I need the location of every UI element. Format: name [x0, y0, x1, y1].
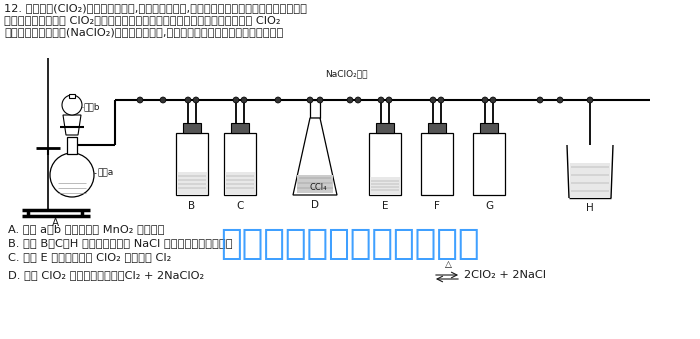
Circle shape — [438, 97, 444, 103]
Text: A. 试剂 a、b 可分别选择 MnO₂ 和浓盐酸: A. 试剂 a、b 可分别选择 MnO₂ 和浓盐酸 — [8, 224, 164, 234]
Bar — [224, 133, 256, 195]
Polygon shape — [293, 118, 337, 195]
Text: C: C — [237, 201, 244, 211]
Text: 试剂b: 试剂b — [84, 102, 101, 112]
Circle shape — [193, 97, 199, 103]
Text: H: H — [586, 203, 594, 213]
Circle shape — [185, 97, 191, 103]
Text: C. 装置 E 的作用为吸收 ClO₂ 气体中的 Cl₂: C. 装置 E 的作用为吸收 ClO₂ 气体中的 Cl₂ — [8, 252, 171, 262]
Bar — [231, 123, 249, 133]
Circle shape — [386, 97, 392, 103]
Bar — [370, 177, 400, 195]
Text: A: A — [51, 218, 59, 228]
Text: CCl₄: CCl₄ — [310, 183, 328, 192]
Text: D: D — [311, 200, 319, 210]
Bar — [67, 137, 77, 154]
Bar — [176, 133, 208, 195]
Circle shape — [137, 97, 143, 103]
Text: B. 装置 B、C、H 中分别盛放饱和 NaCl 溶液、浓硫酸和蒸馏水: B. 装置 B、C、H 中分别盛放饱和 NaCl 溶液、浓硫酸和蒸馏水 — [8, 238, 232, 248]
Text: E: E — [382, 201, 388, 211]
Text: D. 制备 ClO₂ 的化学方程式为：Cl₂ + 2NaClO₂: D. 制备 ClO₂ 的化学方程式为：Cl₂ + 2NaClO₂ — [8, 270, 204, 280]
Circle shape — [347, 97, 353, 103]
Text: 的原理是用亚氯酸钠(NaClO₂)固体和氯气反应,装置如下图所示。下列说法不正确的是: 的原理是用亚氯酸钠(NaClO₂)固体和氯气反应,装置如下图所示。下列说法不正确… — [4, 27, 284, 37]
Circle shape — [378, 97, 384, 103]
Circle shape — [307, 97, 313, 103]
Bar — [376, 123, 394, 133]
Circle shape — [355, 97, 361, 103]
Circle shape — [275, 97, 281, 103]
Circle shape — [490, 97, 496, 103]
Circle shape — [317, 97, 323, 103]
Bar — [177, 172, 207, 195]
Bar — [369, 133, 401, 195]
Text: 试剂a: 试剂a — [97, 168, 113, 178]
Circle shape — [557, 97, 563, 103]
Text: G: G — [485, 201, 493, 211]
Circle shape — [62, 95, 82, 115]
Bar — [473, 133, 505, 195]
Circle shape — [430, 97, 436, 103]
Text: 12. 二氧化氯(ClO₂)具有消毒能力强,副产物少等优点,在当前被认为是最有可能全面取代传统: 12. 二氧化氯(ClO₂)具有消毒能力强,副产物少等优点,在当前被认为是最有可… — [4, 3, 307, 13]
Circle shape — [233, 97, 239, 103]
Text: △: △ — [444, 260, 452, 269]
Bar — [298, 175, 332, 193]
Bar — [310, 100, 320, 118]
Bar — [428, 123, 446, 133]
Text: 微信公众号关注：地找答案: 微信公众号关注：地找答案 — [220, 227, 480, 261]
Circle shape — [537, 97, 543, 103]
Text: B: B — [188, 201, 195, 211]
Circle shape — [50, 153, 94, 197]
Circle shape — [587, 97, 593, 103]
Circle shape — [482, 97, 488, 103]
Bar — [570, 163, 610, 198]
Text: 氯消毒的药剂。已知 ClO₂是一种易溶于水而难溶于有机溶剂的气体。实验室备 ClO₂: 氯消毒的药剂。已知 ClO₂是一种易溶于水而难溶于有机溶剂的气体。实验室备 Cl… — [4, 15, 281, 25]
Bar — [225, 172, 255, 195]
Circle shape — [241, 97, 247, 103]
Text: 2ClO₂ + 2NaCl: 2ClO₂ + 2NaCl — [464, 270, 546, 280]
Text: NaClO₂固体: NaClO₂固体 — [325, 69, 368, 78]
Bar — [480, 123, 498, 133]
Text: F: F — [434, 201, 440, 211]
Circle shape — [160, 97, 166, 103]
Bar — [421, 133, 453, 195]
Polygon shape — [63, 115, 81, 135]
Bar — [183, 123, 201, 133]
Wedge shape — [52, 154, 92, 175]
Bar — [69, 94, 75, 98]
